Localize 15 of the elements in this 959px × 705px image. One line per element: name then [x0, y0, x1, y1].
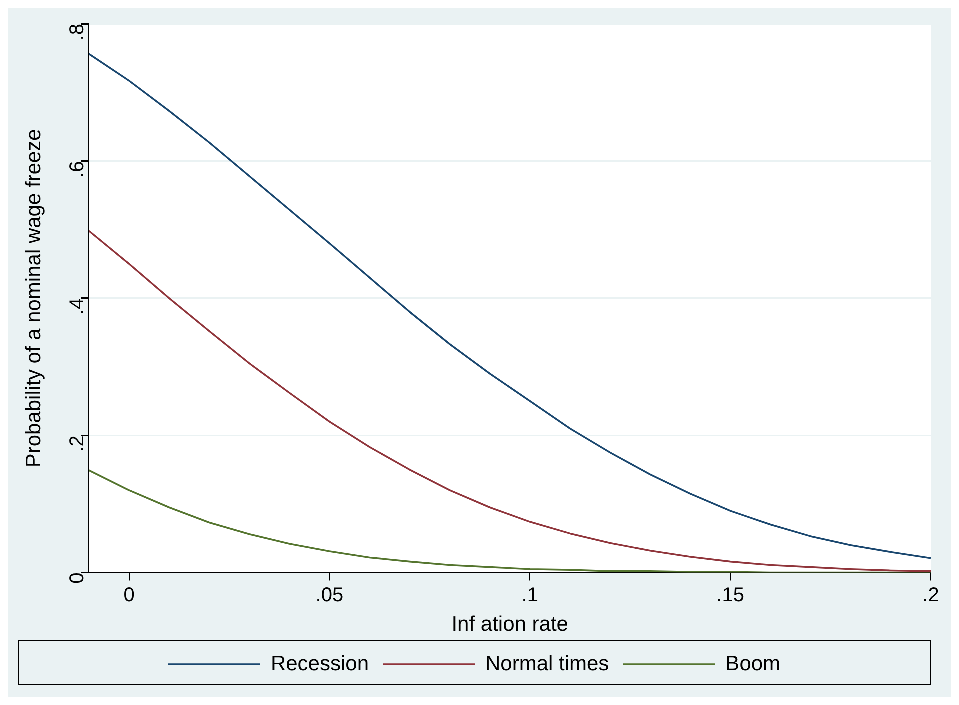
- x-tick-label: .2: [922, 584, 940, 606]
- y-axis-title: Probability of a nominal wage freeze: [22, 129, 46, 468]
- legend-label: Boom: [726, 652, 781, 676]
- x-tick-label: .15: [716, 584, 744, 606]
- x-tick-label: .05: [316, 584, 344, 606]
- x-tick-label: .1: [522, 584, 538, 606]
- y-tick-label: .4: [66, 298, 89, 316]
- legend-label: Normal times: [486, 652, 610, 676]
- y-tick-label: .6: [66, 161, 89, 178]
- x-axis-title: Inf ation rate: [452, 613, 568, 636]
- x-tick-label: 0: [124, 584, 135, 606]
- y-tick-label: .2: [66, 436, 89, 452]
- y-tick-label: 0: [66, 572, 89, 584]
- y-tick-label: .8: [66, 24, 89, 41]
- legend-label: Recession: [270, 652, 370, 676]
